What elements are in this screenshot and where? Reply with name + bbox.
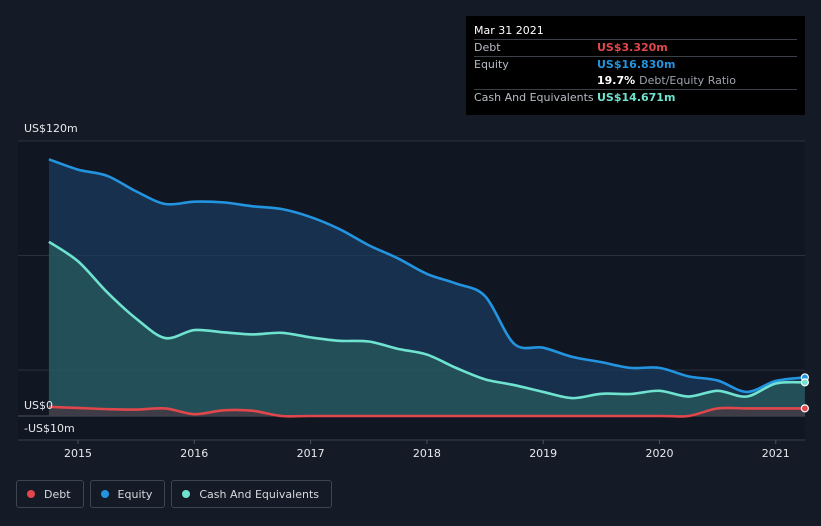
x-tick-label: 2020 [646, 447, 674, 460]
y-tick-label: US$120m [24, 122, 78, 135]
debt-dot-icon [27, 490, 35, 498]
tooltip-cash-value: US$14.671m [597, 91, 676, 104]
x-tick-label: 2019 [529, 447, 557, 460]
tooltip-debt-row: Debt US$3.320m [474, 39, 797, 56]
y-axis-labels: US$120m US$0 -US$10m [24, 122, 78, 435]
y-tick-label: -US$10m [24, 422, 75, 435]
tooltip-ratio-label: Debt/Equity Ratio [639, 74, 736, 87]
tooltip-equity-label: Equity [474, 58, 509, 71]
equity-dot-icon [100, 490, 109, 498]
x-tick-label: 2015 [64, 447, 92, 460]
legend-debt-label: Debt [44, 487, 71, 501]
legend-item-cash[interactable]: Cash And Equivalents [171, 480, 332, 508]
cash-dot-icon [182, 490, 191, 498]
tooltip-ratio-row: 19.7% Debt/Equity Ratio [474, 73, 797, 89]
cash-area [48, 241, 805, 416]
debt-line [48, 405, 805, 418]
tooltip-equity-value: US$16.830m [597, 58, 676, 71]
tooltip-cash-label: Cash And Equivalents [474, 91, 594, 104]
debt-end-marker [800, 404, 809, 413]
tooltip-equity-row: Equity US$16.830m [474, 56, 797, 73]
equity-line [48, 158, 806, 394]
x-tick-label: 2017 [297, 447, 325, 460]
legend-equity-label: Equity [117, 487, 153, 501]
series-areas [48, 159, 805, 417]
series-end-markers [800, 373, 809, 413]
legend-item-debt[interactable]: Debt [16, 480, 84, 508]
x-tick-label: 2021 [762, 447, 790, 460]
tooltip-panel: Mar 31 2021 Debt US$3.320m Equity US$16.… [466, 16, 805, 115]
debt-area [48, 406, 805, 417]
legend-cash-label: Cash And Equivalents [199, 487, 319, 501]
x-axis-labels: 2015 2016 2017 2018 2019 2020 2021 [64, 440, 790, 460]
chart-legend: Debt Equity Cash And Equivalents [16, 480, 332, 508]
legend-item-equity[interactable]: Equity [89, 480, 166, 508]
cash-line [48, 240, 805, 400]
y-tick-label: US$0 [24, 399, 53, 412]
x-tick-label: 2018 [413, 447, 441, 460]
tooltip-ratio-value: 19.7% [597, 74, 636, 87]
series-lines [48, 158, 806, 418]
tooltip-debt-value: US$3.320m [597, 41, 668, 54]
cash-end-marker [800, 378, 809, 387]
x-tick-label: 2016 [180, 447, 208, 460]
tooltip-cash-row: Cash And Equivalents US$14.671m [474, 89, 797, 106]
tooltip-debt-label: Debt [474, 41, 501, 54]
tooltip-date: Mar 31 2021 [474, 24, 544, 37]
